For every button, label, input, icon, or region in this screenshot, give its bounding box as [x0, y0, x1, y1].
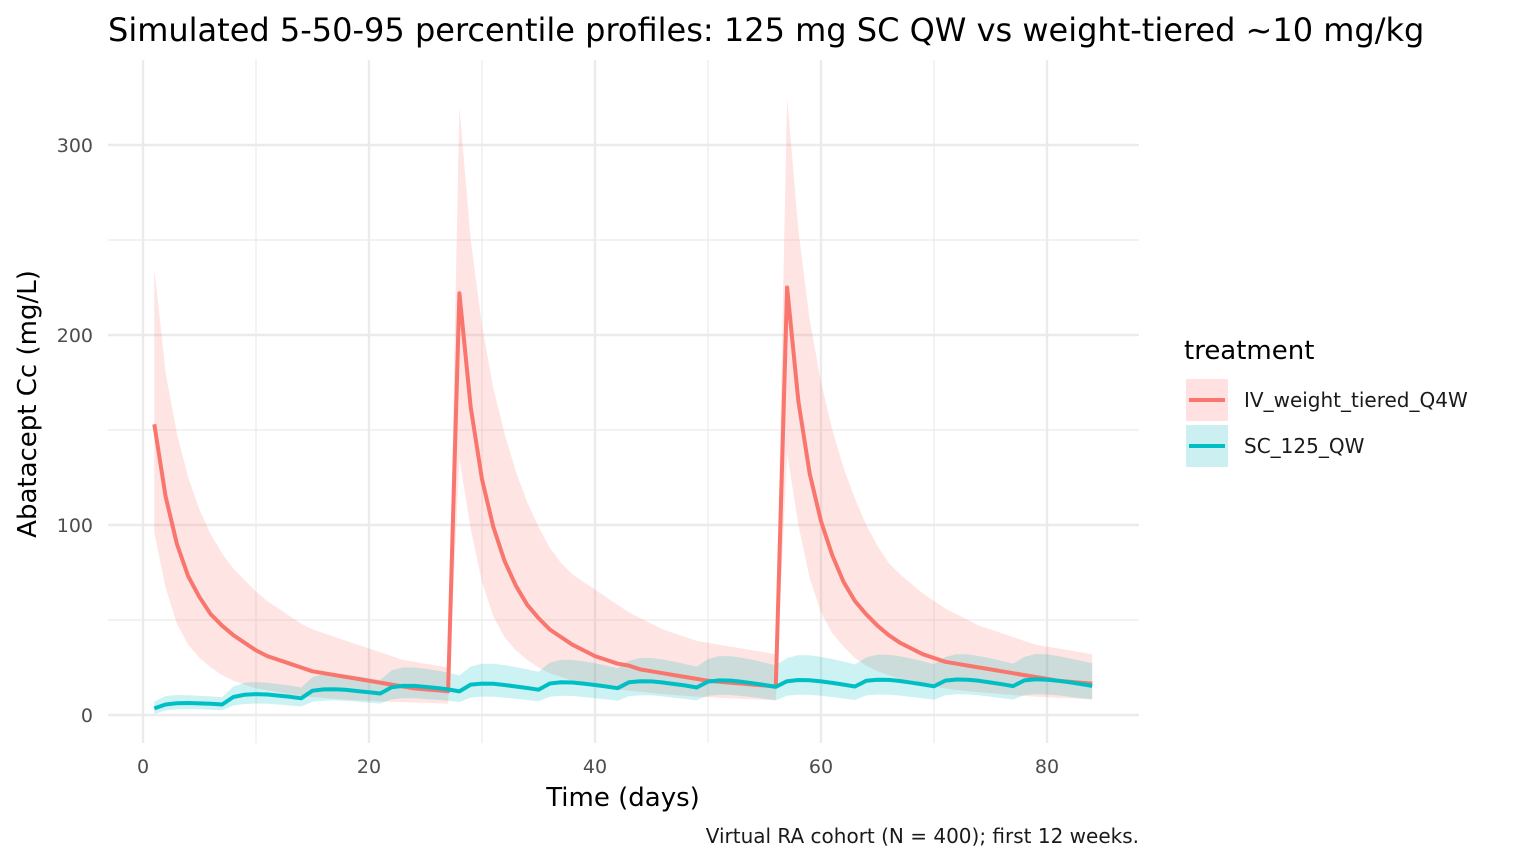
x-tick-label: 20: [357, 756, 381, 778]
x-axis-title: Time (days): [545, 783, 700, 813]
y-tick-label: 200: [57, 325, 93, 347]
y-axis-title: Abatacept Cc (mg/L): [13, 270, 43, 538]
y-tick-label: 100: [57, 515, 93, 537]
y-tick-label: 0: [81, 705, 93, 727]
legend-item-iv: IV_weight_tiered_Q4W: [1186, 379, 1468, 421]
chart-title: Simulated 5-50-95 percentile profiles: 1…: [108, 11, 1424, 49]
grid-layer: [108, 60, 1139, 743]
x-tick-label: 80: [1035, 756, 1059, 778]
y-tick-label: 300: [57, 135, 93, 157]
chart-caption: Virtual RA cohort (N = 400); first 12 we…: [706, 824, 1139, 848]
median-line-sc: [153, 677, 1093, 711]
ribbon-layer: [154, 97, 1093, 714]
median-line-iv: [152, 285, 1093, 694]
legend-label-sc: SC_125_QW: [1244, 434, 1365, 458]
x-tick-label: 40: [583, 756, 607, 778]
legend: treatment IV_weight_tiered_Q4W SC_125_QW: [1184, 336, 1468, 467]
line-layer: [152, 285, 1093, 711]
legend-title: treatment: [1184, 336, 1314, 366]
tick-label-layer: 0 20 40 60 80 0 100 200 300: [57, 135, 1059, 778]
legend-item-sc: SC_125_QW: [1186, 425, 1365, 467]
x-tick-label: 60: [809, 756, 833, 778]
x-tick-label: 0: [137, 756, 149, 778]
ribbon-iv: [154, 97, 1093, 704]
legend-label-iv: IV_weight_tiered_Q4W: [1244, 388, 1468, 412]
